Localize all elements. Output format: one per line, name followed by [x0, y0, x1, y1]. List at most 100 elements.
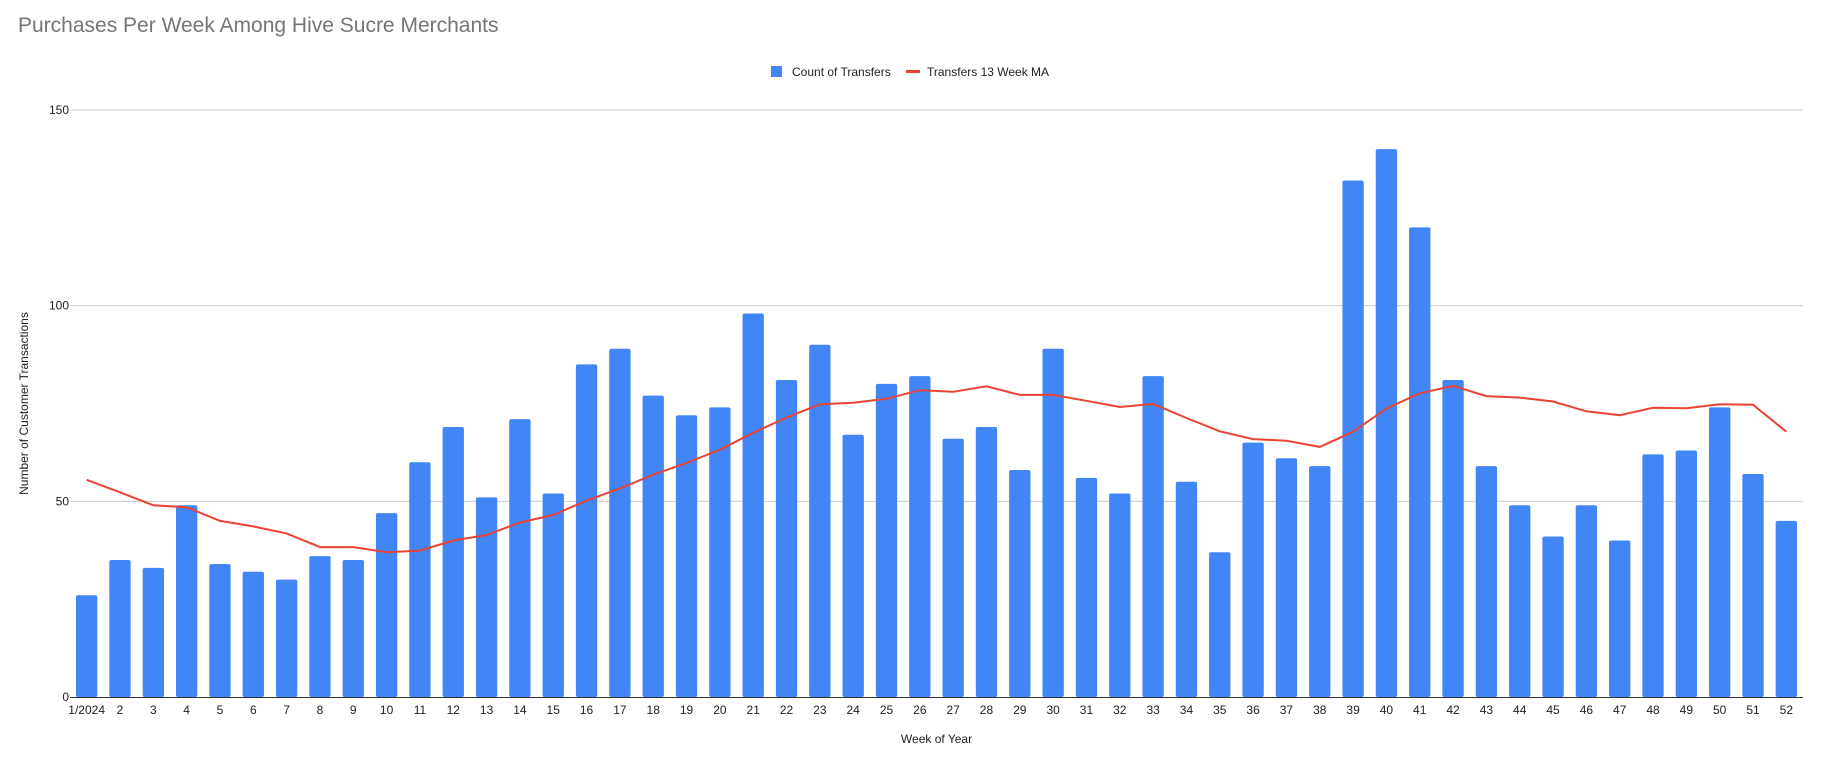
x-tick-label: 19: [680, 703, 694, 717]
legend-swatch-count-of-transfers: [771, 66, 782, 77]
x-tick-label: 37: [1280, 703, 1294, 717]
bar: [1542, 536, 1564, 697]
x-tick-label: 21: [747, 703, 761, 717]
bar: [875, 383, 898, 697]
bar: [109, 560, 131, 697]
legend-label-count-of-transfers: Count of Transfers: [792, 65, 891, 79]
bar: [709, 407, 731, 697]
bar: [1042, 348, 1064, 697]
bar: [242, 571, 264, 697]
bar: [142, 567, 164, 697]
x-tick-label: 36: [1246, 703, 1260, 717]
bar: [809, 344, 831, 697]
bar: [742, 313, 764, 697]
x-tick-label: 5: [217, 703, 224, 717]
bar: [642, 395, 664, 697]
bar: [1442, 380, 1464, 697]
moving-average-line: [86, 384, 1787, 554]
bar: [775, 380, 798, 697]
bar: [475, 497, 498, 697]
x-tick-label: 49: [1680, 703, 1694, 717]
bar: [575, 364, 598, 697]
x-tick-label: 32: [1113, 703, 1127, 717]
x-tick-labels: 1/2024 2 3 4 5 6 7 8 9 10 11 12 13 14 15 16 17 18 19 20 21 22…: [68, 703, 1793, 717]
y-tick-label: 100: [49, 299, 69, 313]
x-tick-label: 9: [350, 703, 357, 717]
x-tick-label: 3: [150, 703, 157, 717]
bar: [1642, 454, 1664, 697]
x-tick-label: 43: [1480, 703, 1494, 717]
x-tick-label: 28: [980, 703, 994, 717]
bar: [675, 415, 698, 697]
legend: Count of Transfers Transfers 13 Week MA: [771, 65, 1049, 79]
bar: [442, 426, 464, 697]
x-tick-label: 47: [1613, 703, 1627, 717]
x-tick-label: 38: [1313, 703, 1327, 717]
bar: [909, 376, 931, 697]
x-tick-label: 42: [1446, 703, 1460, 717]
x-tick-label: 13: [480, 703, 494, 717]
bar: [175, 505, 198, 697]
x-tick-label: 10: [380, 703, 394, 717]
bar: [275, 579, 298, 697]
bar: [1142, 376, 1164, 697]
x-tick-label: 6: [250, 703, 257, 717]
x-tick-label: 51: [1746, 703, 1760, 717]
x-tick-label: 15: [547, 703, 561, 717]
bar: [1075, 477, 1098, 697]
x-axis-title: Week of Year: [901, 732, 972, 746]
bar: [1009, 470, 1031, 697]
bar: [209, 563, 231, 697]
bar: [1709, 407, 1731, 697]
x-tick-label: 35: [1213, 703, 1227, 717]
x-tick-label: 7: [283, 703, 290, 717]
y-tick-labels: 0 50 100 150: [49, 103, 69, 704]
x-tick-label: 17: [613, 703, 627, 717]
x-tick-label: 23: [813, 703, 827, 717]
x-tick-label: 4: [183, 703, 190, 717]
x-tick-label: 52: [1780, 703, 1794, 717]
bar: [1175, 481, 1198, 697]
bar: [1109, 493, 1131, 697]
x-tick-label: 26: [913, 703, 927, 717]
x-tick-label: 16: [580, 703, 594, 717]
x-tick-label: 45: [1546, 703, 1560, 717]
x-tick-label: 40: [1380, 703, 1394, 717]
y-tick-label: 150: [49, 103, 69, 117]
legend-label-moving-average: Transfers 13 Week MA: [927, 65, 1049, 79]
x-tick-label: 8: [317, 703, 324, 717]
y-axis-title: Number of Customer Transactions: [17, 312, 31, 495]
bar: [1509, 505, 1531, 697]
x-tick-label: 12: [447, 703, 461, 717]
x-tick-label: 31: [1080, 703, 1094, 717]
y-tick-label: 0: [62, 690, 69, 704]
x-tick-label: 30: [1046, 703, 1060, 717]
bar: [542, 493, 564, 697]
bar: [309, 556, 331, 697]
bar: [975, 426, 998, 697]
x-tick-label: 50: [1713, 703, 1727, 717]
x-tick-label: 20: [713, 703, 727, 717]
bar: [1342, 180, 1364, 697]
x-tick-label: 14: [513, 703, 527, 717]
bar: [942, 438, 964, 697]
x-tick-label: 48: [1646, 703, 1660, 717]
bar: [1775, 520, 1798, 697]
bar: [1375, 149, 1398, 698]
x-tick-label: 27: [946, 703, 960, 717]
bar: [375, 513, 398, 697]
x-tick-label: 2: [117, 703, 124, 717]
x-tick-label: 18: [647, 703, 661, 717]
x-tick-label: 33: [1146, 703, 1160, 717]
x-tick-label: 22: [780, 703, 794, 717]
bar: [1242, 442, 1264, 697]
bar: [509, 419, 531, 697]
bar: [1309, 466, 1331, 697]
bar: [842, 434, 864, 697]
x-tick-label: 41: [1413, 703, 1427, 717]
x-tick-label: 24: [847, 703, 861, 717]
bar: [1275, 458, 1298, 697]
gridlines: [70, 109, 1803, 502]
bar: [1609, 540, 1631, 697]
